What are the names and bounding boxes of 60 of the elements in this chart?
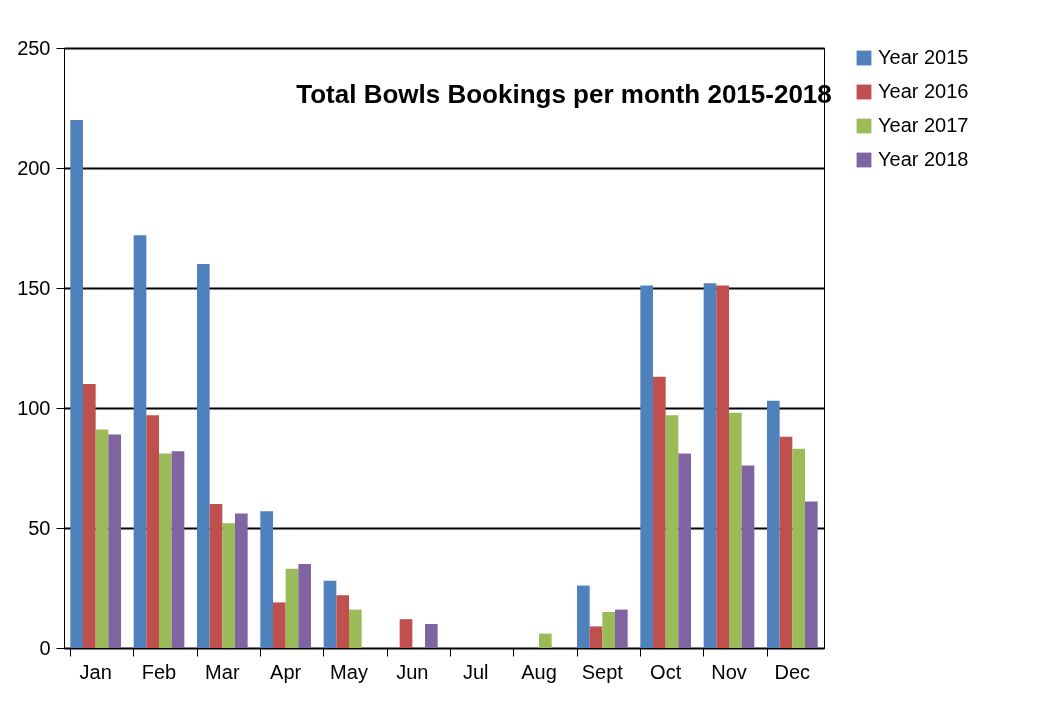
bar [779,436,793,648]
bar [653,376,666,648]
bar [70,120,83,648]
y-tick-label: 200 [17,156,51,179]
legend-label: Year 2016 [878,80,969,102]
x-tick-label: Sept [581,660,624,683]
bar [703,283,717,648]
bar [678,453,691,648]
bar [146,415,159,648]
bar [197,264,210,648]
legend-label: Year 2015 [878,46,969,68]
bar [83,384,96,648]
x-tick-label: Nov [711,660,747,683]
bar [108,434,121,648]
bar [792,448,805,648]
bar [273,602,286,648]
x-tick-label: May [330,660,368,683]
bar [602,612,615,648]
y-tick-label: 50 [28,516,51,539]
bar [741,465,755,648]
bar [577,585,590,648]
x-tick-label: Aug [521,660,557,683]
x-tick-label: Apr [270,660,302,683]
x-tick-label: Jan [79,660,112,683]
bar [716,285,729,648]
bar [323,580,337,648]
bar [729,412,742,648]
bar [399,619,413,648]
x-tick-label: Jul [462,660,489,683]
y-tick-label: 100 [17,396,51,419]
bar [298,564,311,648]
legend-label: Year 2018 [878,148,969,170]
x-tick-label: Jun [396,660,429,683]
bar [95,429,109,648]
bar [235,513,248,648]
bar [133,235,147,648]
bar [665,415,679,648]
x-tick-label: Oct [650,660,682,683]
bar [159,453,172,648]
bar [615,609,628,648]
bar [805,501,818,648]
bar [349,609,362,648]
y-tick-label: 0 [39,636,51,659]
bar [767,400,780,648]
y-tick-label: 250 [17,36,51,59]
x-tick-label: Feb [141,660,177,683]
x-tick-label: Mar [205,660,240,683]
bar [425,624,438,648]
bar [260,511,273,648]
bar [589,626,603,648]
legend-label: Year 2017 [878,114,969,136]
bar [336,595,349,648]
y-tick-label: 150 [17,276,51,299]
bar [285,568,299,648]
x-tick-label: Dec [774,660,811,683]
bar [222,523,235,648]
bar [171,451,185,648]
bar [539,633,552,648]
bar [640,285,653,648]
bar [209,504,223,648]
